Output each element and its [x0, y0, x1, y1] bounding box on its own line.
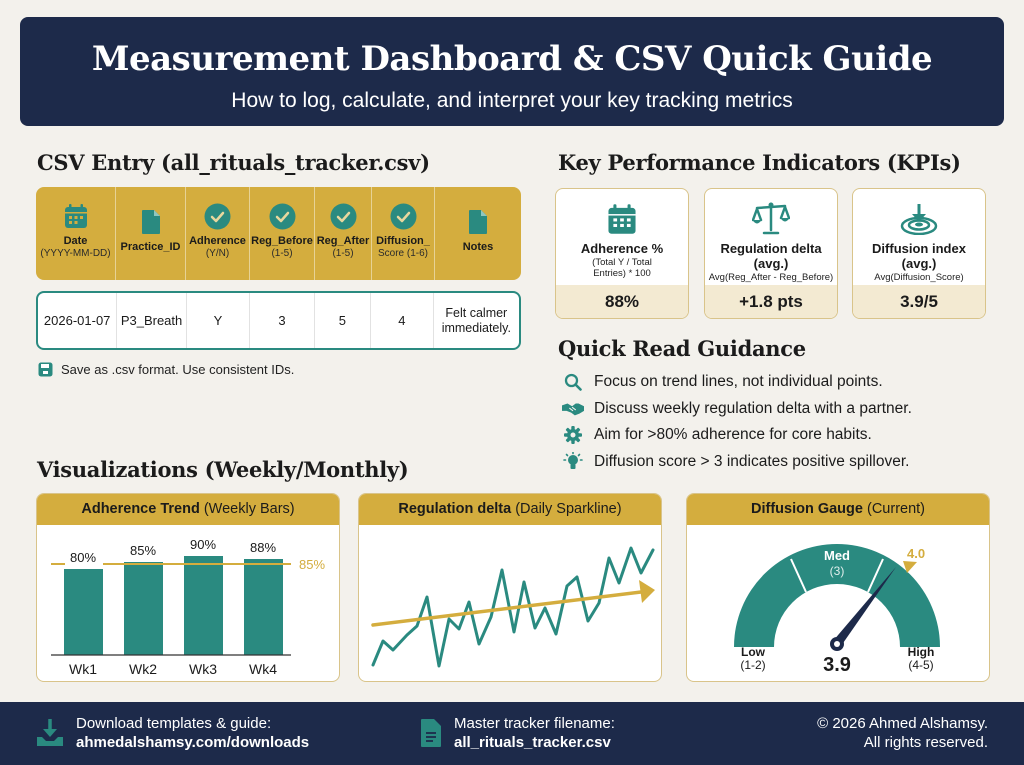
scale-icon [705, 199, 837, 235]
svg-text:Low: Low [741, 645, 766, 659]
viz-section-title: Visualizations (Weekly/Monthly) [37, 457, 409, 482]
gauge-arc [734, 544, 940, 647]
calendar-icon [556, 199, 688, 235]
guidance-section-title: Quick Read Guidance [558, 336, 806, 361]
master-file-block: Master tracker filename: all_rituals_tra… [420, 714, 615, 752]
chart-title: Regulation delta (Daily Sparkline) [359, 494, 661, 525]
bar-wk4 [244, 559, 283, 655]
kpi-value: 3.9/5 [853, 285, 985, 318]
gauge-needle [833, 567, 896, 646]
gauge: Med (3) Low (1-2) High (4-5) 3.9 4.0 [734, 544, 940, 676]
csv-header-row: Date (YYYY-MM-DD) Practice_ID Adherence … [36, 187, 521, 280]
sparkline-series [371, 546, 655, 668]
chart-title: Adherence Trend (Weekly Bars) [37, 494, 339, 525]
save-note: Save as .csv format. Use consistent IDs. [38, 362, 294, 377]
copyright: © 2026 Ahmed Alshamsy. All rights reserv… [817, 715, 988, 751]
footer: Download templates & guide: ahmedalshams… [0, 702, 1024, 765]
cell-practice-id: P3_Breath [120, 313, 183, 328]
kpi-card-diffusion-index: Diffusion index (avg.) Avg(Diffusion_Sco… [852, 188, 986, 319]
svg-text:85%: 85% [130, 543, 156, 558]
guidance-item: Discuss weekly regulation delta with a p… [562, 396, 912, 423]
target-marker [903, 561, 917, 573]
svg-text:Wk3: Wk3 [189, 661, 217, 677]
cell-reg-after: 5 [338, 313, 347, 328]
svg-text:High: High [908, 645, 935, 659]
cell-reg-before: 3 [278, 313, 286, 328]
svg-text:88%: 88% [250, 540, 276, 555]
document-icon [141, 207, 161, 237]
csv-col-practice-id: Practice_ID [116, 187, 186, 280]
svg-text:90%: 90% [190, 537, 216, 552]
csv-col-date: Date (YYYY-MM-DD) [36, 187, 116, 280]
svg-text:3.9: 3.9 [823, 654, 851, 676]
chart-title: Diffusion Gauge (Current) [687, 494, 989, 525]
bar-chart: 80% 85% 90% 88% Wk1 Wk2 Wk3 Wk4 85% [51, 537, 325, 677]
csv-col-adherence: Adherence (Y/N) [186, 187, 250, 280]
svg-text:(1-2): (1-2) [740, 658, 765, 672]
cell-date: 2026-01-07 [43, 313, 111, 328]
csv-col-reg-after: Reg_After (1-5) [315, 187, 372, 280]
document-icon [468, 207, 488, 237]
svg-text:Med: Med [824, 548, 850, 563]
download-link[interactable]: ahmedalshamsy.com/downloads [76, 734, 310, 751]
svg-text:(3): (3) [830, 564, 845, 578]
guidance-item: Focus on trend lines, not individual poi… [562, 369, 912, 396]
download-block: Download templates & guide: ahmedalshams… [36, 714, 309, 752]
csv-section-title: CSV Entry (all_rituals_tracker.csv) [37, 150, 430, 175]
trend-arrow [371, 590, 643, 627]
bar-wk2 [124, 562, 163, 655]
check-circle-icon [269, 201, 296, 231]
regulation-sparkline-chart: Regulation delta (Daily Sparkline) [358, 493, 662, 682]
cell-notes: Felt calmer immediately. [441, 305, 511, 335]
master-filename: all_rituals_tracker.csv [454, 734, 611, 751]
check-circle-icon [204, 201, 231, 231]
kpi-section-title: Key Performance Indicators (KPIs) [558, 150, 961, 175]
csv-col-diffusion-score: Diffusion_ Score (1-6) [372, 187, 435, 280]
calendar-icon [64, 201, 88, 231]
kpi-card-regulation-delta: Regulation delta (avg.) Avg(Reg_After - … [704, 188, 838, 319]
bar-wk3 [184, 556, 223, 655]
save-icon [38, 362, 53, 377]
handshake-icon [562, 401, 584, 417]
trend-arrowhead [639, 580, 655, 603]
svg-text:(4-5): (4-5) [908, 658, 933, 672]
kpi-value: +1.8 pts [705, 285, 837, 318]
csv-col-reg-before: Reg_Before (1-5) [250, 187, 315, 280]
gear-icon [562, 426, 584, 445]
sparkline [371, 546, 655, 668]
adherence-trend-chart: Adherence Trend (Weekly Bars) 80% 85% 90… [36, 493, 340, 682]
svg-text:Wk2: Wk2 [129, 661, 157, 677]
csv-example-row: 2026-01-07 P3_Breath Y 3 5 4 Felt calmer… [36, 291, 521, 350]
svg-text:80%: 80% [70, 550, 96, 565]
svg-text:85%: 85% [299, 557, 325, 572]
check-circle-icon [390, 201, 417, 231]
guidance-list: Focus on trend lines, not individual poi… [562, 369, 912, 475]
download-icon [37, 719, 63, 746]
page-header: Measurement Dashboard & CSV Quick Guide … [20, 17, 1004, 126]
check-circle-icon [330, 201, 357, 231]
bar-wk1 [64, 569, 103, 655]
svg-text:4.0: 4.0 [907, 546, 925, 561]
document-icon [421, 719, 441, 747]
page-title: Measurement Dashboard & CSV Quick Guide [91, 39, 933, 79]
kpi-card-adherence: Adherence % (Total Y / Total Entries) * … [555, 188, 689, 319]
search-icon [562, 373, 584, 392]
csv-col-notes: Notes [435, 187, 521, 280]
page-subtitle: How to log, calculate, and interpret you… [231, 89, 793, 112]
target-download-icon [853, 199, 985, 235]
svg-text:Wk1: Wk1 [69, 661, 97, 677]
cell-diffusion-score: 4 [398, 313, 406, 328]
svg-text:Wk4: Wk4 [249, 661, 277, 677]
lightbulb-icon [562, 451, 584, 472]
kpi-value: 88% [556, 285, 688, 318]
diffusion-gauge-chart: Diffusion Gauge (Current) Med (3) Low (1… [686, 493, 990, 682]
cell-adherence: Y [213, 313, 223, 328]
guidance-item: Diffusion score > 3 indicates positive s… [562, 449, 912, 476]
guidance-item: Aim for >80% adherence for core habits. [562, 422, 912, 449]
